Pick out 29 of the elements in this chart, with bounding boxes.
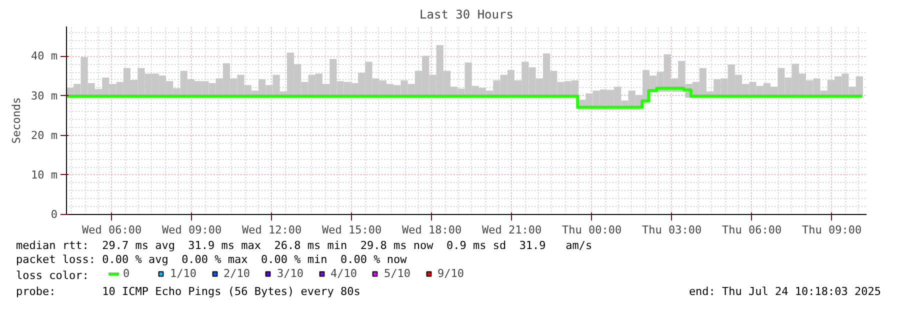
y-tick-label: 40 m <box>31 50 58 63</box>
legend-title: loss color: <box>16 268 89 284</box>
legend-label: 0 <box>123 267 131 280</box>
x-tick-label: Thu 00:00 <box>562 224 622 236</box>
text: packet loss: 0.00 % avg 0.00 % max 0.00 % min 0.00 % now <box>16 253 408 267</box>
y-tick-label: 10 m <box>31 168 58 182</box>
y-tick-label: 20 m <box>31 128 58 142</box>
legend-label: 9/10 <box>438 267 464 280</box>
legend-label: 5/10 <box>384 267 410 280</box>
x-tick-label: Thu 06:00 <box>722 224 782 236</box>
x-tick-label: Thu 03:00 <box>642 224 702 236</box>
legend-label: 1/10 <box>170 267 196 280</box>
chart-title: Last 30 Hours <box>420 8 514 22</box>
text: probe: 10 ICMP Echo Pings (56 Bytes) every 80s <box>16 285 360 299</box>
y-tick-label: 30 m <box>31 89 58 102</box>
text: median rtt: 29.7 ms avg 31.9 ms max 26.8 ms min 29.8 ms now 0.9 ms sd 31.9 am/s <box>16 239 592 253</box>
x-tick-label: Wed 09:00 <box>162 224 222 236</box>
legend-label: 3/10 <box>277 267 304 280</box>
text: end: Thu Jul 24 10:18:03 2025 <box>688 285 881 299</box>
x-tick-label: Thu 09:00 <box>802 224 862 236</box>
y-axis-title: Seconds <box>10 97 24 144</box>
legend-label: 4/10 <box>330 267 357 280</box>
legend-label: 2/10 <box>224 267 250 280</box>
x-tick-label: Wed 12:00 <box>242 224 302 236</box>
y-tick-label: 0 <box>50 208 58 221</box>
x-tick-label: Wed 18:00 <box>402 224 462 236</box>
x-tick-label: Wed 06:00 <box>82 224 142 236</box>
x-tick-label: Wed 15:00 <box>322 224 382 236</box>
x-tick-label: Wed 21:00 <box>482 224 542 236</box>
